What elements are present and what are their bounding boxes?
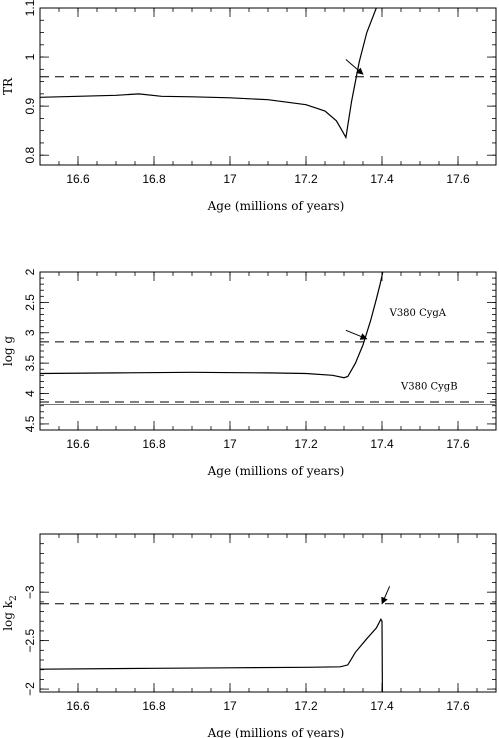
x-tick-label: 17.6 [446,699,470,713]
x-tick-label: 16.6 [66,699,90,713]
x-tick-label: 17.6 [446,172,470,186]
y-tick-label: 1.1 [23,0,37,16]
annotation-label: V380 CygB [400,381,458,392]
x-tick-label: 17 [223,172,237,186]
y-axis-title-text: TR [1,77,15,95]
y-axis-title-text: log g [1,336,15,367]
series-line [40,272,384,379]
y-axis-title-subscript: 2 [9,595,19,601]
x-tick-label: 17.4 [370,172,394,186]
x-tick-label: 16.6 [66,437,90,451]
x-tick-label: 16.6 [66,172,90,186]
y-tick-label: 4.5 [23,415,37,432]
x-tick-label: 16.8 [142,699,166,713]
y-tick-label: 2 [23,268,37,275]
x-tick-label: 17 [223,437,237,451]
annotation-arrow [345,329,368,340]
x-tick-label: 17 [223,699,237,713]
plot-frame [39,271,497,431]
y-tick-label: 0.9 [23,97,37,114]
plot-frame [39,7,497,166]
y-axis-title: TR [1,77,15,95]
panel-log-g: 16.6 16.8 17 17.2 17.4 17.6 2 2.5 3 3.5 4 4.5 Age (m… [1,268,497,478]
x-axis-title: Age (millions of years) [207,199,345,213]
y-tick-label: 3 [23,329,37,336]
annotation-arrow [345,59,364,75]
x-tick-label: 16.8 [142,437,166,451]
x-axis-title: Age (millions of years) [207,464,345,478]
y-tick-label: 4 [23,390,37,397]
y-tick-label: 3.5 [23,354,37,371]
y-axis-title-text: log k [1,600,15,631]
x-tick-label: 17.6 [446,437,470,451]
panel-log-k2: 16.6 16.8 17 17.2 17.4 17.6 −2 −2.5 −3 Age (milli… [1,533,497,738]
x-axis-title: Age (millions of years) [207,726,345,738]
x-tick-label: 17.4 [370,437,394,451]
series-line [40,8,377,140]
series-line [40,618,383,692]
y-tick-label: −2.5 [23,628,37,652]
x-tick-label: 16.8 [142,172,166,186]
y-tick-label: −3 [23,585,37,599]
annotation-label: V380 CygA [389,308,447,319]
x-tick-label: 17.2 [294,699,318,713]
y-axis-title: log g [1,336,15,367]
panel-tr: 16.6 16.8 17 17.2 17.4 17.6 0.8 0.9 1 1.1 Age (mil… [1,0,497,213]
x-tick-label: 17.4 [370,699,394,713]
y-tick-label: 0.8 [23,147,37,164]
y-axis-title: log k2 [1,595,19,631]
x-tick-label: 17.2 [294,172,318,186]
annotation-arrow [381,586,391,605]
y-tick-label: −2 [23,682,37,696]
y-tick-label: 1 [23,53,37,60]
x-tick-label: 17.2 [294,437,318,451]
y-tick-label: 2.5 [23,294,37,311]
